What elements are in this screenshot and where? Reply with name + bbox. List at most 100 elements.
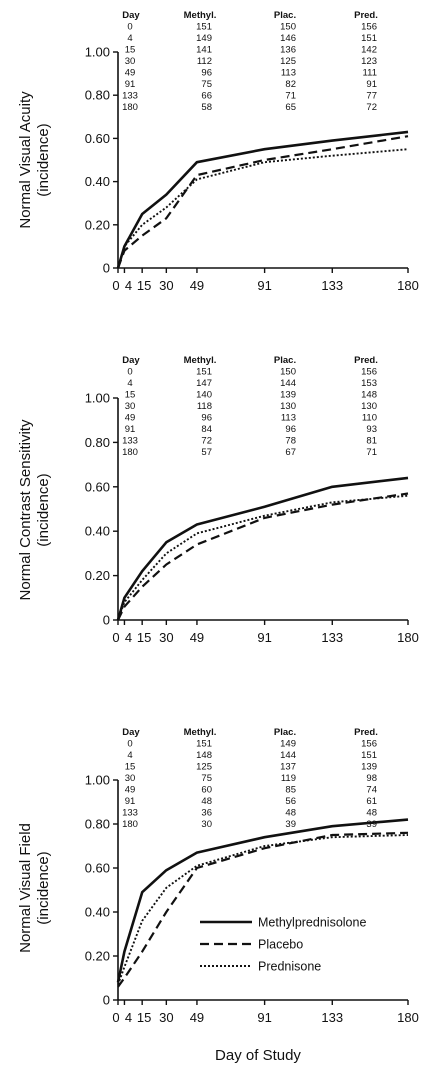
x-tick-label: 4 bbox=[125, 1010, 132, 1025]
table-cell: 61 bbox=[366, 796, 377, 807]
at-risk-table: Day Methyl. Plac. Pred. 0 151 150 156 4 147 144 153… bbox=[122, 355, 378, 458]
x-tick-label: 180 bbox=[397, 630, 419, 645]
x-tick-label: 180 bbox=[397, 1010, 419, 1025]
x-tick-label: 133 bbox=[321, 278, 343, 293]
x-tick-label: 30 bbox=[159, 1010, 173, 1025]
legend-label: Placebo bbox=[258, 938, 303, 952]
legend-label: Methylprednisolone bbox=[258, 916, 366, 930]
table-cell: 96 bbox=[201, 413, 212, 424]
table-cell: 149 bbox=[196, 33, 212, 44]
table-cell: 180 bbox=[122, 447, 138, 458]
y-axis-label-line: Normal Visual Acuity bbox=[17, 91, 34, 229]
y-axis-label-line: (incidence) bbox=[35, 851, 52, 924]
table-cell: 48 bbox=[285, 808, 296, 819]
table-cell: 133 bbox=[122, 91, 138, 102]
y-tick-label: 1.00 bbox=[85, 773, 110, 788]
table-cell: 57 bbox=[201, 447, 212, 458]
y-axis-label-line: (incidence) bbox=[35, 123, 52, 196]
y-tick-label: 0.80 bbox=[85, 435, 110, 450]
x-tick-label: 49 bbox=[190, 1010, 204, 1025]
table-cell: 30 bbox=[201, 819, 212, 830]
series-line-prednisone bbox=[117, 494, 409, 621]
table-cell: 72 bbox=[201, 436, 212, 447]
table-cell: 39 bbox=[285, 819, 296, 830]
table-cell: 125 bbox=[196, 762, 212, 773]
table-cell: 148 bbox=[196, 750, 212, 761]
x-tick-label: 15 bbox=[137, 1010, 151, 1025]
table-header: Day bbox=[122, 727, 140, 738]
y-tick-label: 0.40 bbox=[85, 905, 110, 920]
x-axis-title: Day of Study bbox=[215, 1047, 301, 1064]
table-cell: 136 bbox=[280, 45, 296, 56]
table-cell: 150 bbox=[280, 367, 296, 378]
series-line-placebo bbox=[116, 135, 409, 269]
y-tick-label: 0.20 bbox=[85, 568, 110, 583]
y-tick-label: 0 bbox=[103, 993, 110, 1008]
table-cell: 0 bbox=[127, 367, 132, 378]
y-tick-label: 0.80 bbox=[85, 88, 110, 103]
table-cell: 49 bbox=[125, 413, 136, 424]
y-tick-label: 0.80 bbox=[85, 817, 110, 832]
table-cell: 113 bbox=[281, 68, 296, 79]
table-cell: 36 bbox=[201, 808, 212, 819]
y-tick-label: 0 bbox=[103, 261, 110, 276]
table-header: Pred. bbox=[354, 10, 378, 21]
y-tick-label: 1.00 bbox=[85, 391, 110, 406]
table-cell: 151 bbox=[196, 367, 212, 378]
table-cell: 91 bbox=[125, 424, 136, 435]
table-header: Plac. bbox=[274, 10, 296, 21]
x-tick-label: 0 bbox=[112, 630, 119, 645]
table-cell: 139 bbox=[280, 390, 296, 401]
x-tick-label: 180 bbox=[397, 278, 419, 293]
x-tick-label: 91 bbox=[257, 630, 271, 645]
y-axis-title: Normal Visual Field (incidence) bbox=[17, 823, 52, 953]
y-tick-label: 0.60 bbox=[85, 131, 110, 146]
x-tick-label: 4 bbox=[125, 278, 132, 293]
table-cell: 78 bbox=[285, 436, 296, 447]
y-tick-label: 0 bbox=[103, 613, 110, 628]
x-tick-label: 4 bbox=[125, 630, 132, 645]
table-cell: 91 bbox=[125, 79, 136, 90]
table-cell: 77 bbox=[366, 91, 377, 102]
table-cell: 15 bbox=[125, 762, 136, 773]
table-cell: 151 bbox=[196, 739, 212, 750]
table-cell: 4 bbox=[127, 750, 132, 761]
table-header: Day bbox=[122, 10, 140, 21]
table-cell: 30 bbox=[125, 56, 136, 67]
table-cell: 15 bbox=[125, 45, 136, 56]
table-cell: 156 bbox=[361, 22, 377, 33]
table-cell: 137 bbox=[280, 762, 296, 773]
x-tick-label: 49 bbox=[190, 278, 204, 293]
table-cell: 67 bbox=[285, 447, 296, 458]
table-cell: 49 bbox=[125, 68, 136, 79]
y-tick-label: 0.20 bbox=[85, 217, 110, 232]
table-cell: 144 bbox=[280, 378, 296, 389]
y-tick-label: 0.60 bbox=[85, 479, 110, 494]
y-axis-title: Normal Contrast Sensitivity (incidence) bbox=[17, 419, 52, 600]
table-cell: 148 bbox=[361, 390, 377, 401]
table-cell: 85 bbox=[285, 785, 296, 796]
x-tick-label: 91 bbox=[257, 1010, 271, 1025]
x-tick-label: 133 bbox=[321, 630, 343, 645]
table-cell: 151 bbox=[361, 33, 377, 44]
table-cell: 39 bbox=[366, 819, 377, 830]
table-cell: 118 bbox=[197, 401, 212, 412]
table-header: Methyl. bbox=[184, 727, 217, 738]
table-cell: 0 bbox=[127, 739, 132, 750]
table-cell: 133 bbox=[122, 808, 138, 819]
series-line-methylprednisolone bbox=[116, 476, 409, 621]
table-cell: 153 bbox=[361, 378, 377, 389]
table-cell: 150 bbox=[280, 22, 296, 33]
table-cell: 149 bbox=[280, 739, 296, 750]
series-line-placebo bbox=[117, 831, 409, 988]
x-tick-label: 0 bbox=[112, 278, 119, 293]
table-cell: 98 bbox=[366, 773, 377, 784]
table-cell: 139 bbox=[361, 762, 377, 773]
x-tick-label: 91 bbox=[257, 278, 271, 293]
x-tick-label: 30 bbox=[159, 630, 173, 645]
table-cell: 180 bbox=[122, 819, 138, 830]
table-cell: 71 bbox=[366, 447, 377, 458]
y-tick-label: 0.60 bbox=[85, 861, 110, 876]
